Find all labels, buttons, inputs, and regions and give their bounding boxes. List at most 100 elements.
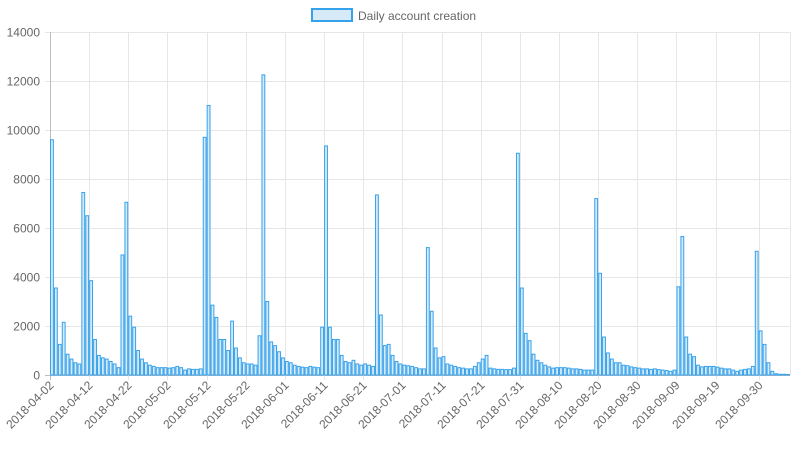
bar[interactable] [292, 364, 297, 376]
bar[interactable] [343, 361, 348, 376]
bar[interactable] [531, 353, 536, 376]
bar[interactable] [69, 358, 74, 376]
bar[interactable] [680, 236, 685, 376]
bar[interactable] [590, 369, 595, 376]
bar[interactable] [441, 356, 446, 376]
bar[interactable] [245, 363, 250, 376]
bar[interactable] [144, 362, 148, 376]
bar[interactable] [488, 367, 493, 376]
bar[interactable] [621, 364, 626, 376]
bar[interactable] [633, 367, 638, 376]
bar[interactable] [65, 353, 70, 376]
bar[interactable] [222, 338, 227, 376]
bar[interactable] [731, 369, 736, 376]
bar[interactable] [320, 326, 325, 376]
bar[interactable] [735, 370, 740, 376]
bar[interactable] [555, 367, 559, 376]
bar[interactable] [253, 364, 258, 376]
bar[interactable] [249, 363, 254, 376]
bar[interactable] [700, 366, 704, 376]
bar[interactable] [425, 247, 430, 376]
bar[interactable] [382, 345, 387, 376]
bar[interactable] [171, 367, 176, 376]
bar[interactable] [492, 368, 497, 376]
bar[interactable] [281, 357, 285, 376]
bar[interactable] [265, 301, 270, 376]
bar[interactable] [414, 367, 418, 376]
bar[interactable] [296, 365, 301, 376]
bar[interactable] [147, 364, 152, 376]
bar[interactable] [539, 362, 544, 376]
bar[interactable] [422, 368, 426, 376]
bar[interactable] [273, 345, 278, 376]
bar[interactable] [496, 368, 501, 376]
bar[interactable] [226, 350, 231, 376]
bar[interactable] [696, 364, 700, 376]
bar[interactable] [241, 362, 246, 376]
bar[interactable] [394, 361, 399, 376]
bar[interactable] [457, 367, 462, 376]
bar[interactable] [136, 350, 141, 376]
bar[interactable] [335, 338, 340, 376]
bar[interactable] [73, 362, 78, 376]
bar[interactable] [711, 365, 716, 376]
bar[interactable] [703, 365, 708, 376]
bar[interactable] [719, 367, 724, 376]
bar[interactable] [707, 365, 712, 376]
bar[interactable] [81, 191, 86, 376]
legend[interactable]: Daily account creation [311, 8, 476, 23]
bar[interactable] [300, 366, 305, 376]
bar[interactable] [324, 145, 328, 376]
bar[interactable] [637, 367, 642, 376]
bar[interactable] [375, 194, 379, 376]
bar[interactable] [523, 332, 528, 376]
bar[interactable] [108, 361, 113, 376]
bar[interactable] [559, 367, 563, 376]
bar[interactable] [472, 365, 477, 376]
bar[interactable] [762, 343, 767, 376]
bar[interactable] [312, 366, 317, 376]
bar[interactable] [316, 367, 321, 376]
bar[interactable] [543, 364, 548, 376]
bar[interactable] [304, 367, 309, 376]
bar[interactable] [743, 368, 747, 376]
bar[interactable] [602, 336, 606, 376]
bar[interactable] [653, 368, 657, 376]
bar[interactable] [132, 326, 137, 376]
bar[interactable] [124, 201, 129, 376]
bar[interactable] [155, 367, 160, 376]
bar[interactable] [668, 370, 673, 376]
bar[interactable] [257, 335, 262, 376]
bar[interactable] [402, 364, 407, 376]
bar[interactable] [198, 368, 203, 376]
bar[interactable] [191, 368, 195, 376]
bar[interactable] [586, 369, 591, 376]
bar[interactable] [159, 367, 164, 376]
bar[interactable] [234, 347, 238, 376]
bar[interactable] [562, 367, 567, 376]
bar[interactable] [120, 254, 125, 376]
bar[interactable] [187, 368, 191, 376]
bar[interactable] [461, 367, 465, 376]
bar[interactable] [519, 287, 524, 376]
bar[interactable] [53, 287, 58, 376]
legend-label[interactable]: Daily account creation [358, 9, 476, 23]
bar[interactable] [515, 152, 520, 376]
bar[interactable] [378, 314, 383, 376]
bar[interactable] [684, 336, 689, 376]
bar[interactable] [551, 367, 556, 376]
bar[interactable] [676, 286, 681, 376]
bar[interactable] [128, 315, 133, 376]
bar[interactable] [739, 369, 743, 376]
bar[interactable] [237, 357, 242, 376]
bar[interactable] [429, 310, 434, 376]
bar[interactable] [629, 366, 634, 376]
bar[interactable] [782, 373, 787, 376]
bar[interactable] [625, 365, 630, 376]
bar[interactable] [112, 363, 117, 376]
bar[interactable] [512, 367, 516, 376]
bar[interactable] [617, 362, 622, 376]
bar[interactable] [206, 105, 211, 376]
bar[interactable] [210, 304, 215, 376]
bar[interactable] [484, 354, 489, 376]
